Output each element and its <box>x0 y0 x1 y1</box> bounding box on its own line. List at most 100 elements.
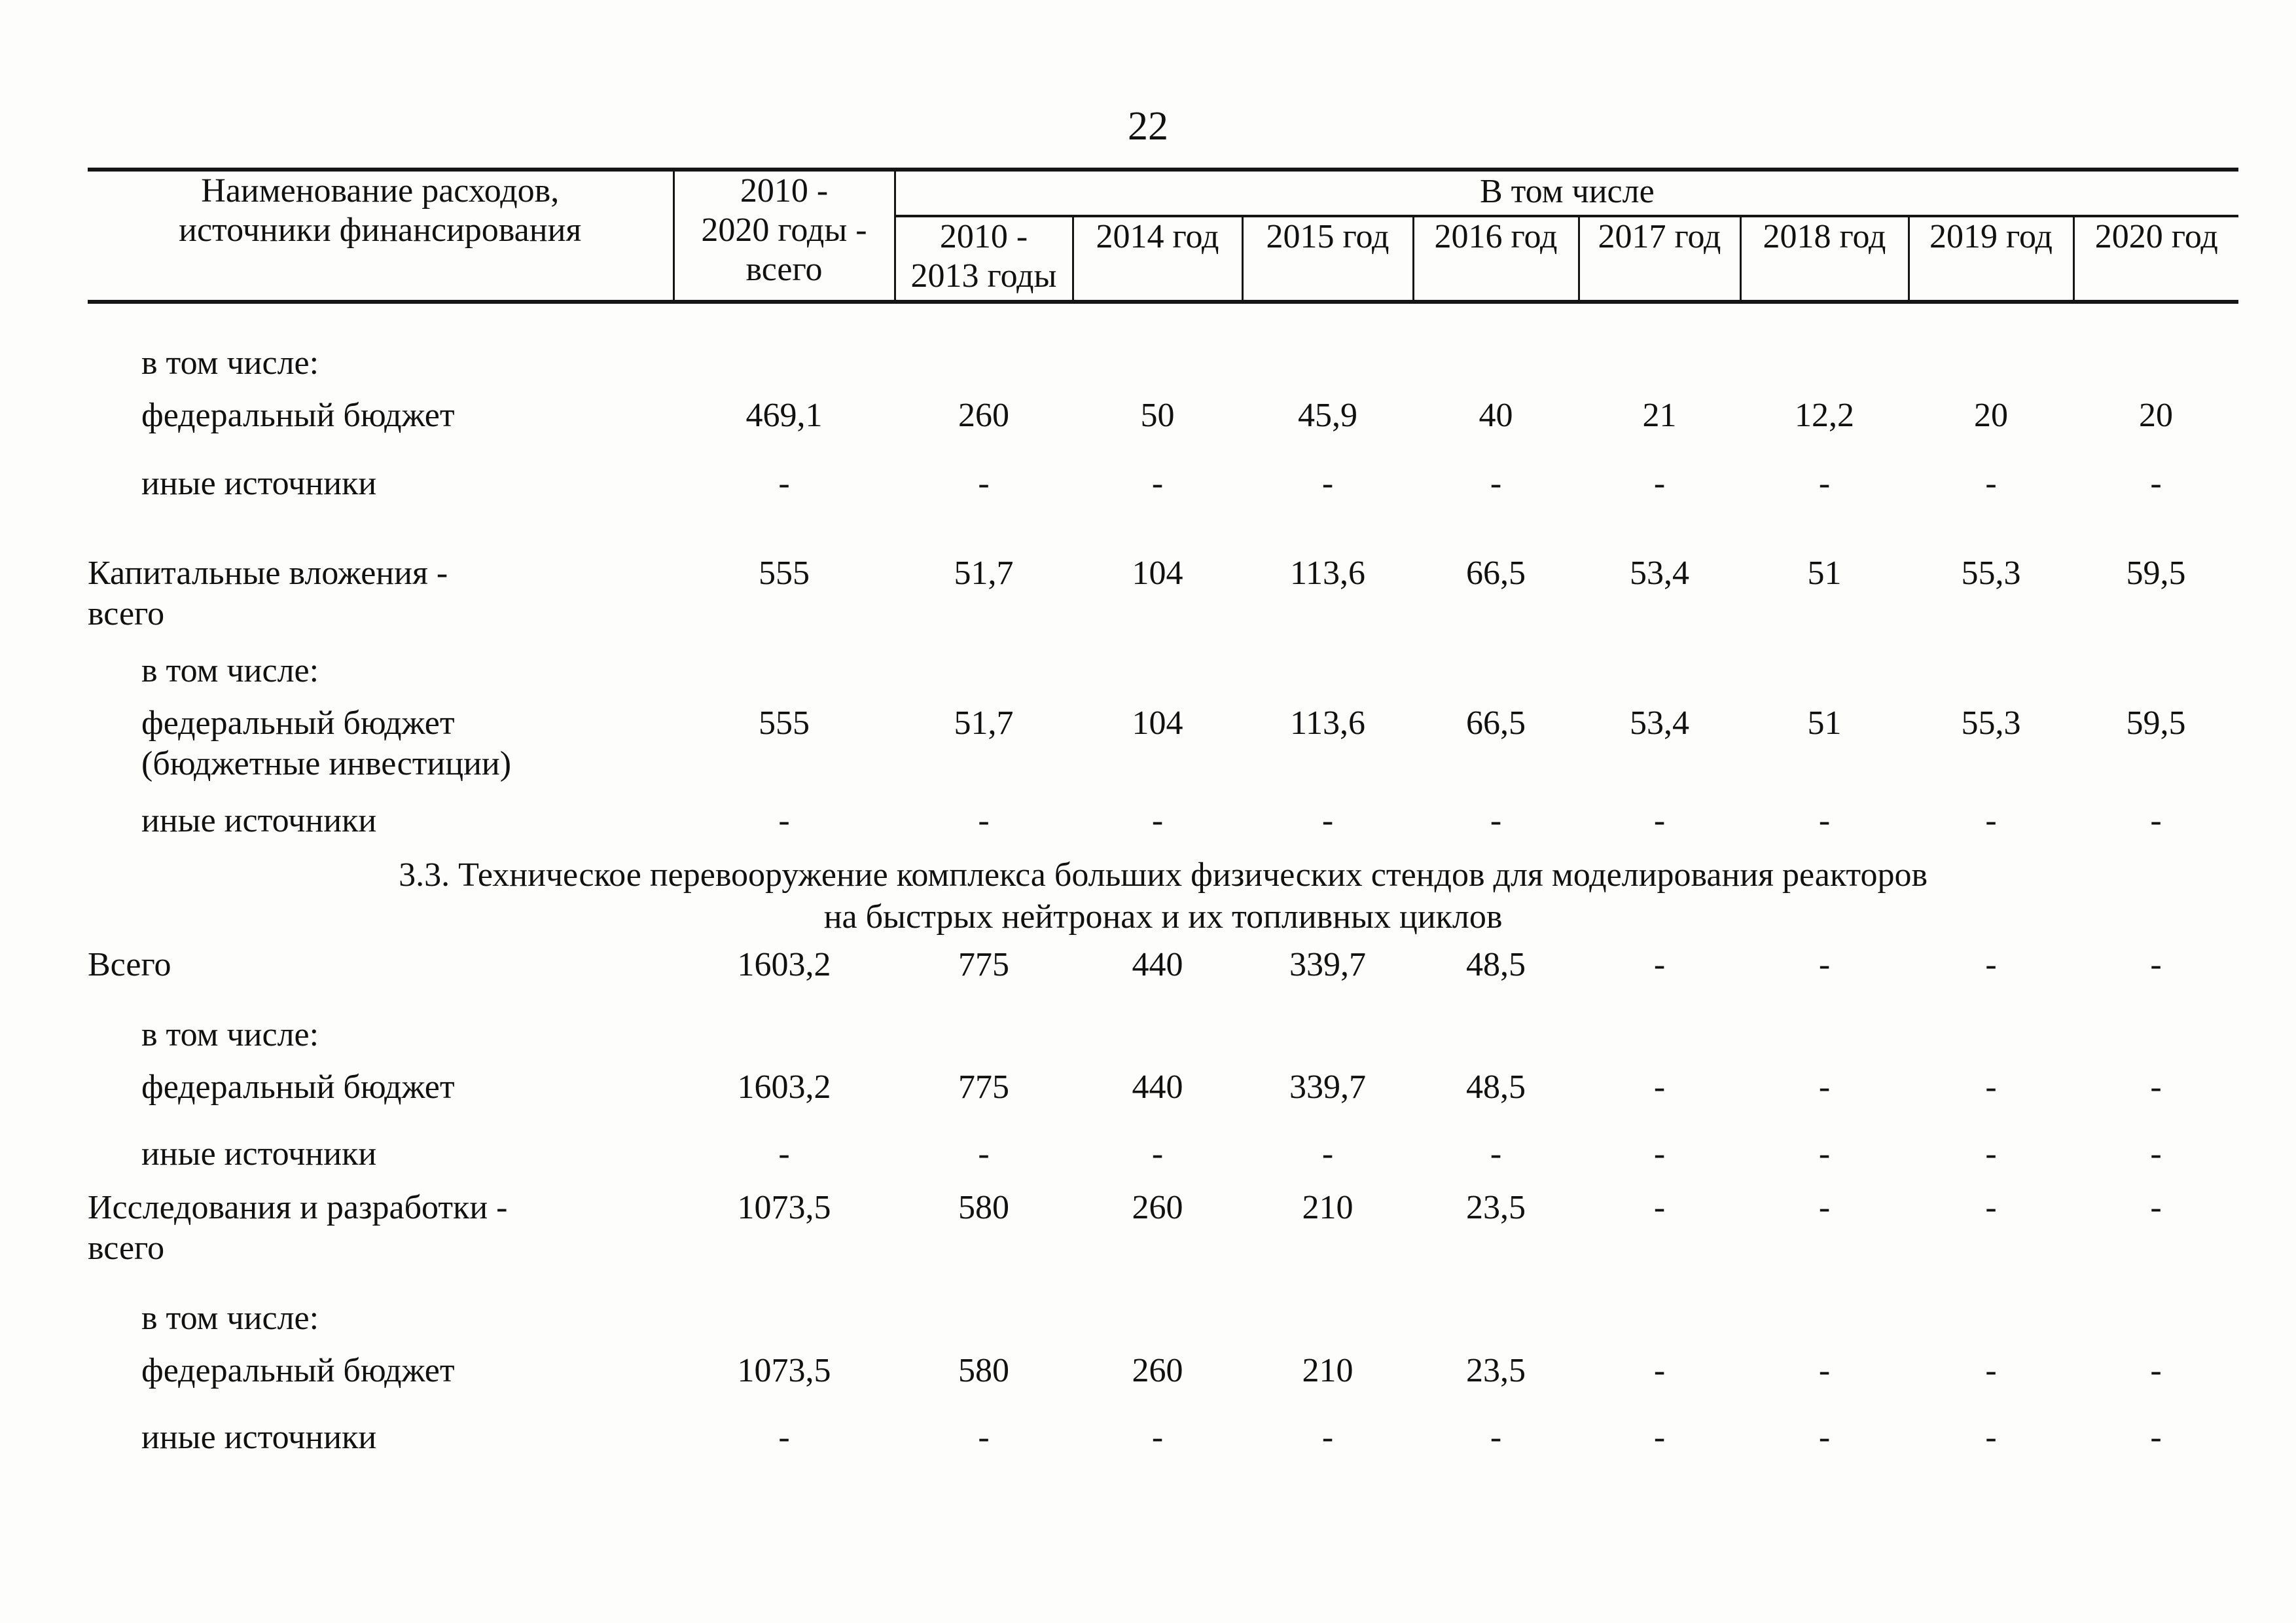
row-label: федеральный бюджет <box>88 384 673 436</box>
cell-value: 59,5 <box>2126 704 2186 742</box>
cell-value: 555 <box>759 555 810 592</box>
cell-value <box>2073 985 2238 1055</box>
cell-value: 1603,2 <box>737 946 831 983</box>
header-name-line: источники финансирования <box>179 211 582 249</box>
table-row: иные источники - - - - - - - - - <box>88 436 2238 504</box>
section-heading-line: 3.3. Техническое перевооружение комплекс… <box>399 856 1928 894</box>
header-year-line: 2016 год <box>1434 218 1558 255</box>
cell-value: - <box>1321 465 1334 502</box>
cell-value: - <box>1653 1419 1666 1456</box>
header-year-col-2018: 2018 год <box>1739 216 1909 304</box>
row-label-line: всего <box>88 595 165 632</box>
cell-value: - <box>1490 1135 1502 1173</box>
row-label-line: Исследования и разработки - <box>88 1189 508 1226</box>
cell-value <box>1242 1269 1413 1339</box>
cell-value <box>1413 302 1579 384</box>
row-label-line: федеральный бюджет <box>141 1068 455 1106</box>
cell-value: 53,4 <box>1630 704 1689 742</box>
cell-value: - <box>1151 802 1164 839</box>
cell-value <box>1909 985 2073 1055</box>
header-total-line: всего <box>745 251 823 288</box>
cell-value: 23,5 <box>1466 1189 1526 1226</box>
header-year-line: 2013 годы <box>910 257 1057 295</box>
cell-value: 210 <box>1302 1352 1354 1389</box>
row-label-line: иные источники <box>141 465 377 502</box>
cell-value: - <box>1985 1419 1997 1456</box>
cell-value <box>1579 302 1740 384</box>
cell-value: - <box>2150 802 2162 839</box>
cell-value: 555 <box>759 704 810 742</box>
row-label-line: в том числе: <box>141 1300 319 1337</box>
cell-value <box>1579 634 1740 691</box>
cell-value: 45,9 <box>1298 397 1357 434</box>
cell-value: 104 <box>1132 704 1183 742</box>
cell-value: 66,5 <box>1466 555 1526 592</box>
cell-value <box>673 1269 895 1339</box>
header-year-line: 2017 год <box>1598 218 1721 255</box>
cell-value: 51,7 <box>954 555 1014 592</box>
cell-value: 23,5 <box>1466 1352 1526 1389</box>
cell-value: 51 <box>1807 555 1842 592</box>
header-year-line: 2019 год <box>1929 218 2053 255</box>
cell-value: - <box>1490 802 1502 839</box>
cell-value <box>1909 1269 2073 1339</box>
cell-value: 260 <box>1132 1352 1183 1389</box>
cell-value <box>1413 985 1579 1055</box>
cell-value: 113,6 <box>1289 555 1366 592</box>
cell-value: 48,5 <box>1466 946 1526 983</box>
table-row: Исследования и разработки - всего 1073,5 58… <box>88 1175 2238 1269</box>
header-year-col-2020: 2020 год <box>2072 216 2239 304</box>
cell-value: 580 <box>958 1352 1009 1389</box>
row-label: федеральный бюджет <box>88 1339 673 1391</box>
header-year-col-2010-2013: 2010 - 2013 годы <box>893 216 1073 304</box>
cell-value <box>1413 634 1579 691</box>
cell-value: 55,3 <box>1961 704 2021 742</box>
cell-value: - <box>1321 1135 1334 1173</box>
cell-value: - <box>1653 946 1666 983</box>
row-label-line: федеральный бюджет <box>141 704 455 742</box>
cell-value: - <box>1490 1419 1502 1456</box>
header-total-line: 2010 - <box>740 172 829 210</box>
cell-value: 339,7 <box>1289 946 1366 983</box>
cell-value: - <box>1985 1068 1997 1106</box>
table-row: в том числе: <box>88 302 2238 384</box>
cell-value: - <box>2150 946 2162 983</box>
cell-value: 21 <box>1642 397 1677 434</box>
cell-value: 1603,2 <box>737 1068 831 1106</box>
row-label: федеральный бюджет <box>88 1055 673 1108</box>
table-row: в том числе: <box>88 634 2238 691</box>
row-label-line: в том числе: <box>141 652 319 689</box>
cell-value <box>1740 1269 1909 1339</box>
cell-value <box>1740 634 1909 691</box>
cell-value: - <box>778 802 790 839</box>
cell-value: 12,2 <box>1795 397 1854 434</box>
table-row: в том числе: <box>88 1269 2238 1339</box>
cell-value: 20 <box>2139 397 2174 434</box>
row-label: федеральный бюджет (бюджетные инвестиции) <box>88 691 673 784</box>
header-year-line: 2018 год <box>1763 218 1886 255</box>
header-year-line: 2015 год <box>1266 218 1390 255</box>
cell-value: 51 <box>1807 704 1842 742</box>
cell-value: 775 <box>958 946 1009 983</box>
cell-value: - <box>1818 1068 1831 1106</box>
row-label: в том числе: <box>88 1269 673 1339</box>
cell-value: 113,6 <box>1289 704 1366 742</box>
header-year-line: 2014 год <box>1096 218 1219 255</box>
table-header-row-2: 2010 - 2013 годы 2014 год 2015 год 2016 … <box>88 216 2239 304</box>
cell-value: 53,4 <box>1630 555 1689 592</box>
header-year-line: 2010 - <box>939 218 1028 255</box>
cell-value: - <box>1818 1189 1831 1226</box>
table-row: иные источники - - - - - - - - - <box>88 1391 2238 1458</box>
row-label: иные источники <box>88 1391 673 1458</box>
cell-value: - <box>978 1419 990 1456</box>
row-label-line: в том числе: <box>141 344 319 382</box>
header-year-col-2019: 2019 год <box>1907 216 2073 304</box>
cell-value: 48,5 <box>1466 1068 1526 1106</box>
cell-value: - <box>1985 1189 1997 1226</box>
cell-value <box>895 302 1073 384</box>
header-year-line: 2020 год <box>2094 218 2218 255</box>
row-label: Исследования и разработки - всего <box>88 1175 673 1269</box>
cell-value: - <box>2150 465 2162 502</box>
cell-value: 59,5 <box>2126 555 2186 592</box>
